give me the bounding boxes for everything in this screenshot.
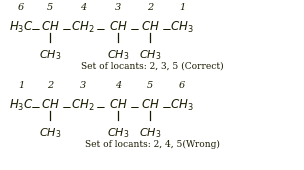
Text: 4: 4 [115,81,121,90]
Text: $\mathit{CH}$: $\mathit{CH}$ [109,98,127,112]
Text: $\mathit{CH}$: $\mathit{CH}$ [41,21,59,33]
Text: $\mathit{CH}$: $\mathit{CH}$ [41,98,59,112]
Text: $\mathit{H_3C}$: $\mathit{H_3C}$ [9,97,33,113]
Text: $\mathit{CH}$: $\mathit{CH}$ [141,98,159,112]
Text: 4: 4 [80,3,86,12]
Text: $\mathit{CH_3}$: $\mathit{CH_3}$ [170,97,194,113]
Text: 1: 1 [179,3,185,12]
Text: 5: 5 [147,81,153,90]
Text: $\mathit{CH}$: $\mathit{CH}$ [141,21,159,33]
Text: 3: 3 [115,3,121,12]
Text: $\mathit{CH_3}$: $\mathit{CH_3}$ [39,48,61,62]
Text: $-$: $-$ [95,21,106,33]
Text: Set of locants: 2, 3, 5 (Correct): Set of locants: 2, 3, 5 (Correct) [81,62,223,71]
Text: $\mathit{CH}$: $\mathit{CH}$ [109,21,127,33]
Text: $-$: $-$ [129,98,139,112]
Text: $\mathit{CH_3}$: $\mathit{CH_3}$ [139,48,161,62]
Text: $\mathit{CH_2}$: $\mathit{CH_2}$ [71,19,95,35]
Text: $-$: $-$ [61,98,72,112]
Text: 6: 6 [179,81,185,90]
Text: 1: 1 [18,81,24,90]
Text: $\mathit{CH_3}$: $\mathit{CH_3}$ [107,126,129,140]
Text: $-$: $-$ [30,21,41,33]
Text: $-$: $-$ [30,98,41,112]
Text: 5: 5 [47,3,53,12]
Text: 2: 2 [147,3,153,12]
Text: $-$: $-$ [161,21,171,33]
Text: $-$: $-$ [61,21,72,33]
Text: $\mathit{CH_3}$: $\mathit{CH_3}$ [139,126,161,140]
Text: 6: 6 [18,3,24,12]
Text: $-$: $-$ [95,98,106,112]
Text: Set of locants: 2, 4, 5(Wrong): Set of locants: 2, 4, 5(Wrong) [85,140,219,149]
Text: $-$: $-$ [129,21,139,33]
Text: $-$: $-$ [161,98,171,112]
Text: $\mathit{H_3C}$: $\mathit{H_3C}$ [9,19,33,35]
Text: 2: 2 [47,81,53,90]
Text: $\mathit{CH_2}$: $\mathit{CH_2}$ [71,97,95,113]
Text: 3: 3 [80,81,86,90]
Text: $\mathit{CH_3}$: $\mathit{CH_3}$ [170,19,194,35]
Text: $\mathit{CH_3}$: $\mathit{CH_3}$ [39,126,61,140]
Text: $\mathit{CH_3}$: $\mathit{CH_3}$ [107,48,129,62]
